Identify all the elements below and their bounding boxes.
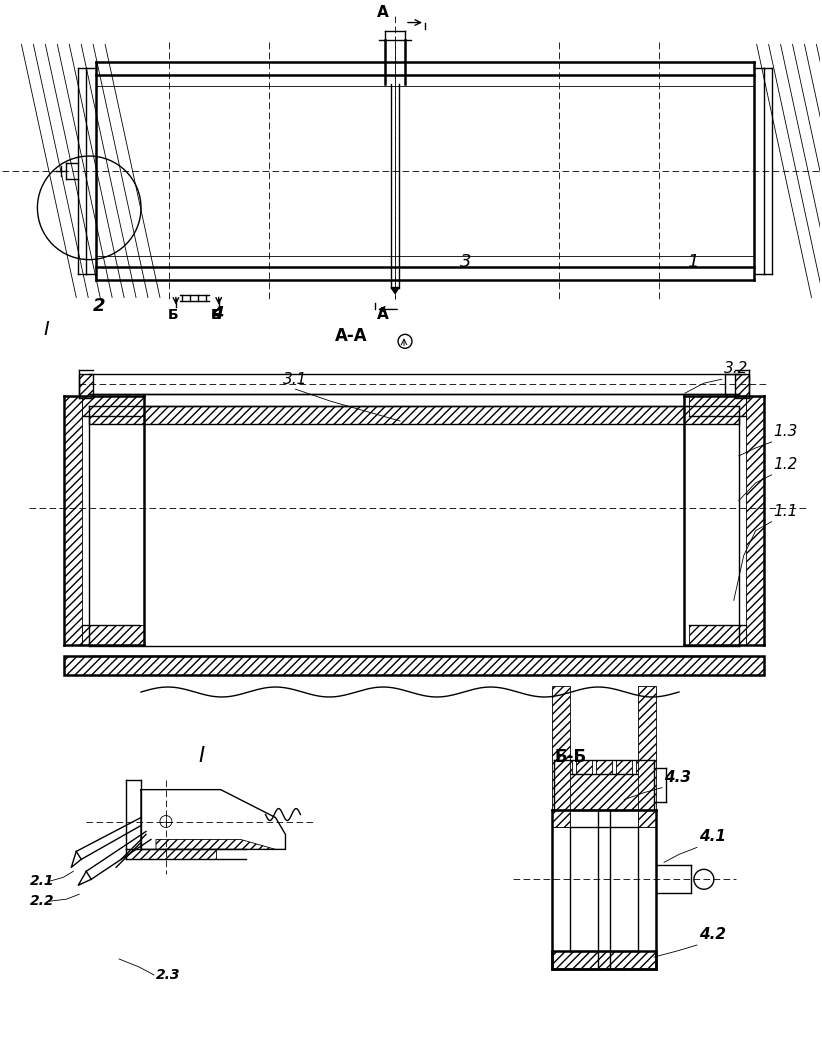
Text: 1: 1 (687, 253, 699, 271)
Bar (576, 760, 593, 773)
Text: 4.1: 4.1 (699, 830, 726, 845)
Bar (90, 406, 739, 424)
Bar (555, 773, 654, 810)
Bar (596, 760, 612, 773)
Text: 3.2: 3.2 (724, 361, 748, 377)
Bar (82, 625, 144, 645)
Text: А-А: А-А (335, 328, 368, 345)
Bar (638, 686, 656, 828)
Text: 4.2: 4.2 (699, 927, 726, 942)
Bar (746, 396, 764, 645)
Text: 1.1: 1.1 (774, 504, 798, 519)
Bar (552, 951, 656, 969)
Bar (735, 375, 749, 398)
Bar (126, 850, 215, 859)
Bar (552, 810, 570, 828)
Bar (90, 656, 739, 674)
Bar (552, 686, 570, 828)
Polygon shape (156, 839, 275, 850)
Bar (82, 396, 144, 416)
Bar (79, 375, 93, 398)
Text: 2.2: 2.2 (30, 894, 54, 908)
Text: 4.3: 4.3 (664, 769, 691, 785)
Text: 3.1: 3.1 (283, 372, 307, 387)
Bar (636, 760, 652, 773)
Text: 4: 4 (210, 306, 224, 324)
Bar (689, 625, 746, 645)
Text: 2: 2 (93, 297, 106, 315)
Text: Б: Б (168, 309, 178, 323)
Bar (556, 760, 572, 773)
Bar (616, 760, 632, 773)
Bar (64, 656, 764, 675)
Text: 1.2: 1.2 (774, 457, 798, 472)
Text: 3: 3 (459, 253, 471, 271)
Text: Б-Б: Б-Б (555, 748, 587, 766)
Text: Б: Б (210, 309, 221, 323)
Text: А: А (377, 4, 389, 19)
Bar (64, 396, 82, 645)
Text: 1.3: 1.3 (774, 424, 798, 439)
Bar (638, 810, 656, 828)
Text: А: А (377, 308, 389, 323)
Bar (689, 396, 746, 416)
Text: I: I (199, 746, 205, 766)
Text: 2.3: 2.3 (156, 968, 181, 981)
Polygon shape (391, 288, 399, 294)
Text: I: I (44, 320, 49, 340)
Text: 2.1: 2.1 (30, 874, 54, 888)
